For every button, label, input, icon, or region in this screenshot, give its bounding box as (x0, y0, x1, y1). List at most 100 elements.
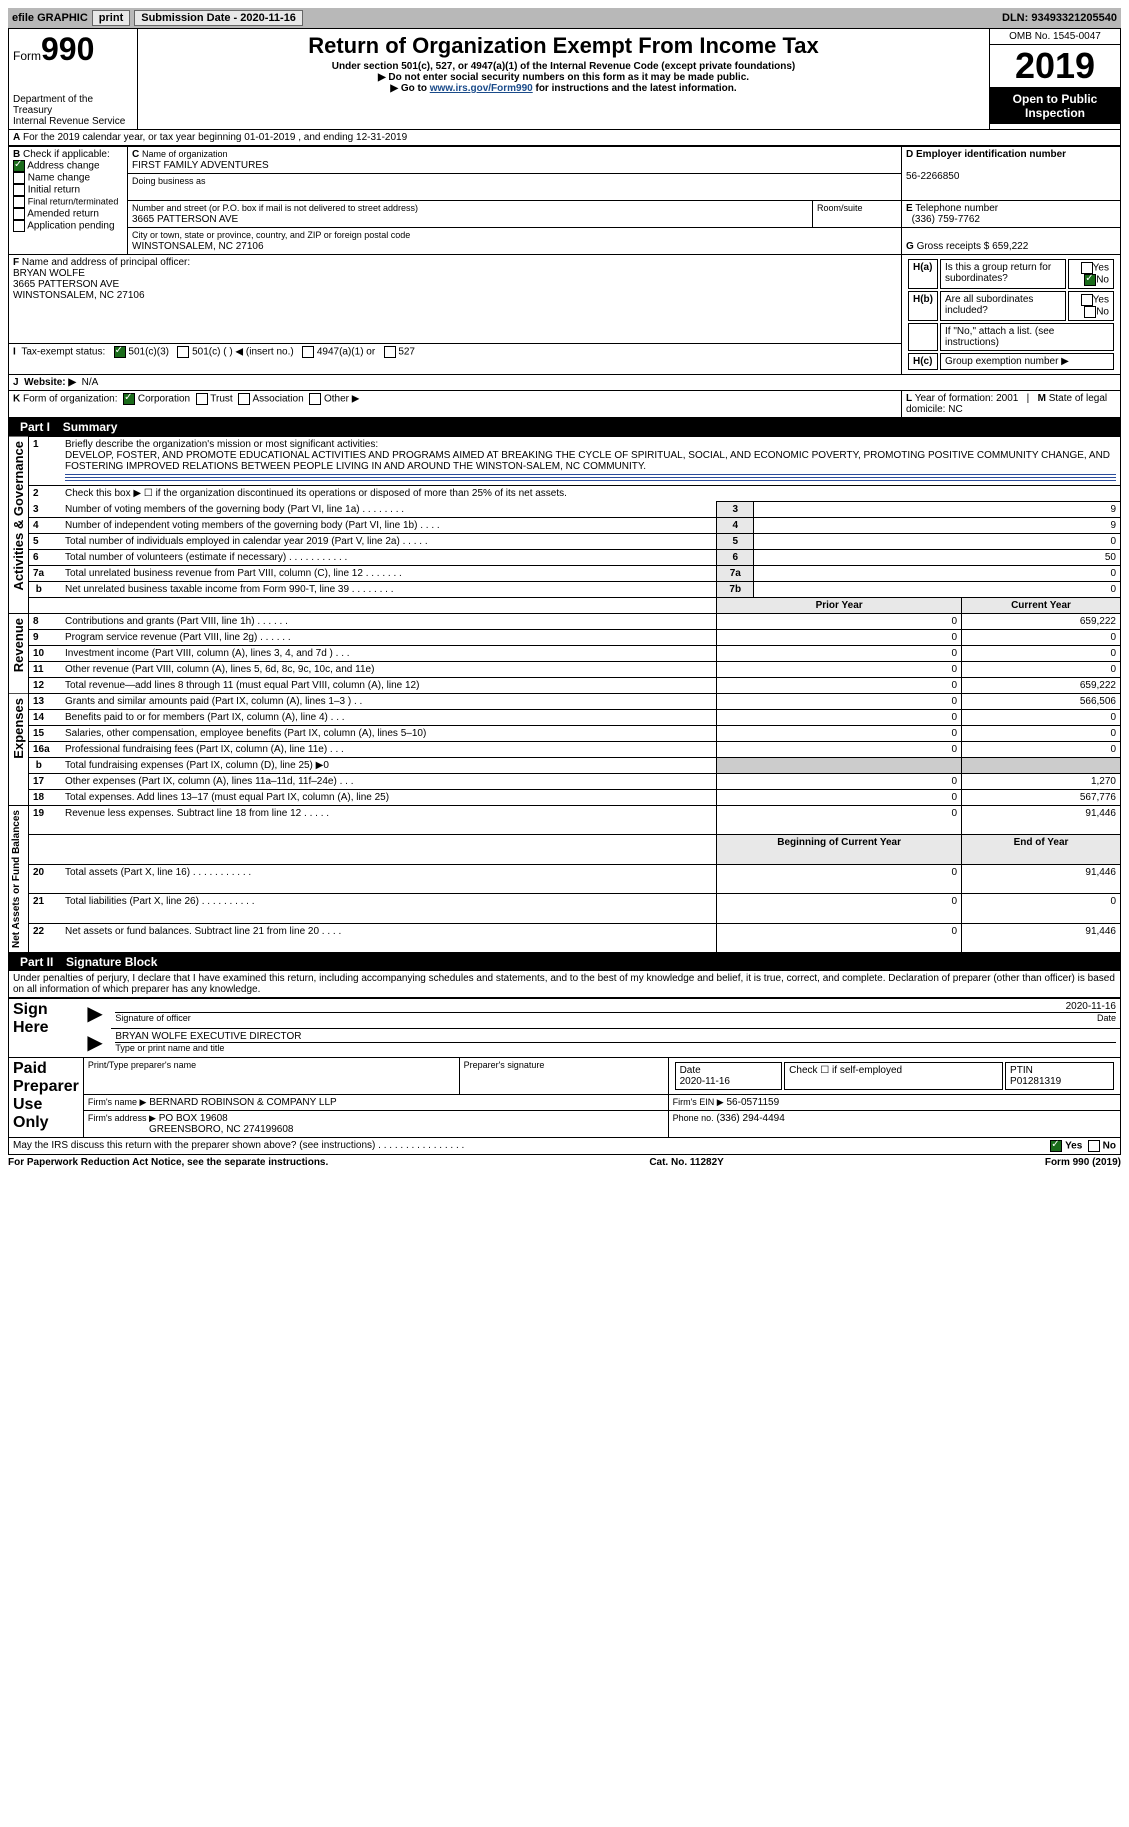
entity-block: B Check if applicable: Address change Na… (8, 146, 1121, 418)
line-2: Check this box ▶ ☐ if the organization d… (61, 486, 1121, 502)
firm-phone: (336) 294-4494 (716, 1113, 784, 1124)
part2-header: Part II Signature Block (8, 953, 1121, 971)
gross-label: Gross receipts $ (917, 241, 990, 252)
line-21: Total liabilities (Part X, line 26) . . … (61, 894, 717, 923)
street-value: 3665 PATTERSON AVE (132, 214, 238, 225)
val-c19: 91,446 (962, 806, 1121, 835)
subtitle-1: Under section 501(c), 527, or 4947(a)(1)… (144, 61, 983, 72)
dept-label: Department of the Treasury (13, 94, 133, 116)
val-5: 0 (754, 534, 1121, 550)
section-netassets: Net Assets or Fund Balances (9, 806, 24, 952)
line-9: Program service revenue (Part VIII, line… (61, 630, 717, 646)
discuss-yes-checkbox[interactable] (1050, 1140, 1062, 1152)
501c-checkbox[interactable] (177, 346, 189, 358)
line-14: Benefits paid to or for members (Part IX… (61, 710, 717, 726)
assoc-checkbox[interactable] (238, 393, 250, 405)
col-bcy: Beginning of Current Year (717, 835, 962, 864)
line-18: Total expenses. Add lines 13–17 (must eq… (61, 790, 717, 806)
line-20: Total assets (Part X, line 16) . . . . .… (61, 864, 717, 893)
city-label: City or town, state or province, country… (132, 230, 410, 240)
501c3-checkbox[interactable] (114, 346, 126, 358)
officer-name: BRYAN WOLFE (13, 268, 85, 279)
line-11: Other revenue (Part VIII, column (A), li… (61, 662, 717, 678)
dba-label: Doing business as (132, 176, 206, 186)
line-10: Investment income (Part VIII, column (A)… (61, 646, 717, 662)
part1-header: Part I Summary (8, 418, 1121, 436)
val-c18: 567,776 (962, 790, 1121, 806)
officer-city: WINSTONSALEM, NC 27106 (13, 290, 145, 301)
sig-date-label: Date (1097, 1013, 1116, 1023)
website-label: Website: ▶ (24, 377, 76, 388)
address-change-checkbox[interactable] (13, 160, 25, 172)
val-c20: 91,446 (962, 864, 1121, 893)
line-12: Total revenue—add lines 8 through 11 (mu… (61, 678, 717, 694)
tax-year: 2019 (990, 45, 1120, 88)
corp-checkbox[interactable] (123, 393, 135, 405)
section-revenue: Revenue (9, 614, 28, 676)
section-expenses: Expenses (9, 694, 28, 763)
line-22: Net assets or fund balances. Subtract li… (61, 923, 717, 952)
print-button[interactable]: print (92, 10, 130, 26)
org-name: FIRST FAMILY ADVENTURES (132, 160, 269, 171)
goto-suffix: for instructions and the latest informat… (533, 83, 737, 94)
line-13: Grants and similar amounts paid (Part IX… (61, 694, 717, 710)
perjury-statement: Under penalties of perjury, I declare th… (8, 971, 1121, 998)
firm-name: BERNARD ROBINSON & COMPANY LLP (149, 1097, 336, 1108)
application-pending-checkbox[interactable] (13, 220, 25, 232)
efile-topbar: efile GRAPHIC print Submission Date - 20… (8, 8, 1121, 28)
name-change-checkbox[interactable] (13, 172, 25, 184)
line-15: Salaries, other compensation, employee b… (61, 726, 717, 742)
open-public-2: Inspection (992, 106, 1118, 120)
val-7b: 0 (754, 582, 1121, 598)
ein-label: Employer identification number (916, 149, 1066, 160)
val-c17: 1,270 (962, 774, 1121, 790)
city-value: WINSTONSALEM, NC 27106 (132, 241, 264, 252)
ptin-value: P01281319 (1010, 1076, 1061, 1087)
discuss-no-checkbox[interactable] (1088, 1140, 1100, 1152)
val-3: 9 (754, 502, 1121, 518)
line-4: Number of independent voting members of … (61, 518, 717, 534)
website-value: N/A (82, 377, 99, 388)
4947-checkbox[interactable] (302, 346, 314, 358)
line-8: Contributions and grants (Part VIII, lin… (61, 614, 717, 630)
yof-label: Year of formation: (915, 393, 994, 404)
val-6: 50 (754, 550, 1121, 566)
form990-link[interactable]: www.irs.gov/Form990 (430, 83, 533, 94)
firm-name-label: Firm's name ▶ (88, 1097, 147, 1107)
firm-ein: 56-0571159 (727, 1097, 780, 1108)
state-value: NC (948, 404, 962, 415)
firm-phone-label: Phone no. (673, 1113, 714, 1123)
firm-addr2: GREENSBORO, NC 274199608 (149, 1124, 294, 1135)
submission-date-button[interactable]: Submission Date - 2020-11-16 (134, 10, 303, 26)
phone-value: (336) 759-7762 (912, 214, 980, 225)
firm-addr1: PO BOX 19608 (159, 1113, 228, 1124)
efile-label: efile GRAPHIC (12, 12, 88, 24)
officer-label: Name and address of principal officer: (22, 257, 190, 268)
line-19: Revenue less expenses. Subtract line 18 … (61, 806, 717, 835)
val-7a: 0 (754, 566, 1121, 582)
sig-date: 2020-11-16 (1066, 1001, 1116, 1012)
gross-value: 659,222 (992, 241, 1028, 252)
form-ref: Form 990 (2019) (1045, 1157, 1121, 1168)
ha-no-checkbox[interactable] (1084, 274, 1096, 286)
pra-notice: For Paperwork Reduction Act Notice, see … (8, 1157, 328, 1168)
other-checkbox[interactable] (309, 393, 321, 405)
val-c8: 659,222 (962, 614, 1121, 630)
prep-date: 2020-11-16 (680, 1076, 730, 1087)
sign-here-label: Sign Here (13, 1001, 49, 1036)
hb-label: Are all subordinates included? (940, 291, 1066, 321)
tax-status-label: Tax-exempt status: (21, 347, 105, 358)
amended-return-checkbox[interactable] (13, 208, 25, 220)
final-return-checkbox[interactable] (13, 196, 25, 208)
form-number: 990 (41, 31, 94, 67)
line-3: Number of voting members of the governin… (61, 502, 717, 518)
hb-no-checkbox[interactable] (1084, 306, 1096, 318)
section-ag: Activities & Governance (9, 437, 28, 595)
cat-no: Cat. No. 11282Y (649, 1157, 723, 1168)
line-5: Total number of individuals employed in … (61, 534, 717, 550)
mission-label: Briefly describe the organization's miss… (65, 439, 378, 450)
hb-yes-checkbox[interactable] (1081, 294, 1093, 306)
trust-checkbox[interactable] (196, 393, 208, 405)
527-checkbox[interactable] (384, 346, 396, 358)
initial-return-checkbox[interactable] (13, 184, 25, 196)
